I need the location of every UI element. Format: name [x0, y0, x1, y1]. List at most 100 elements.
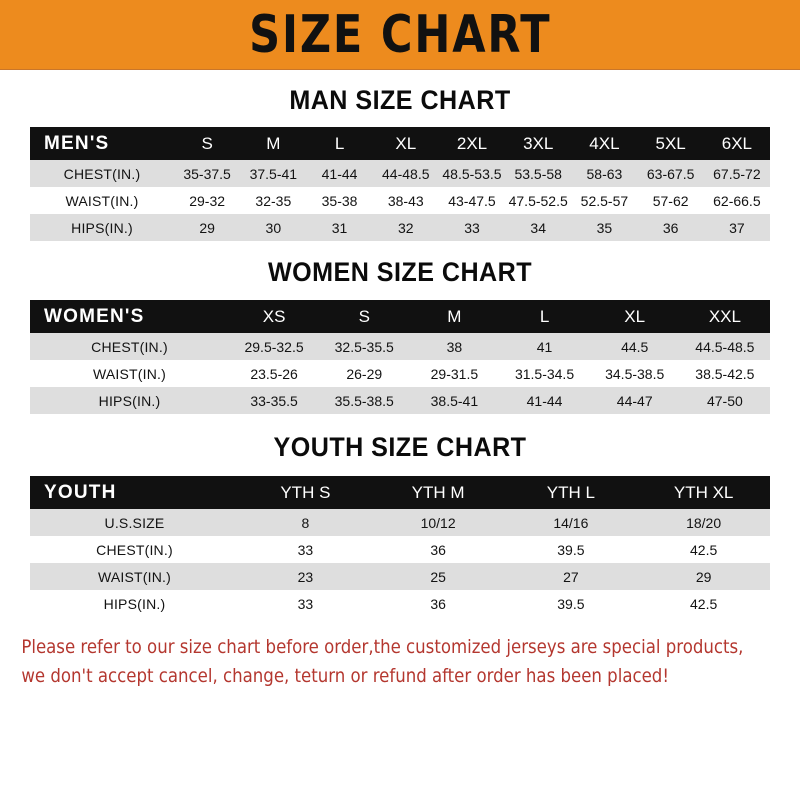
youth-cell: 10/12 [420, 514, 456, 531]
women-section-title: WOMEN SIZE CHART [267, 257, 533, 287]
man-cell: 43-47.5 [448, 192, 496, 209]
youth-cell: 36 [430, 595, 446, 612]
man-col-header: 5XL [655, 133, 686, 153]
women-cell: 38.5-42.5 [695, 365, 755, 382]
man-row-label: CHEST(IN.) [63, 165, 141, 182]
women-table-header-row: WOMEN'S XS S M L XL XXL [30, 300, 770, 333]
man-cell: 35-37.5 [183, 165, 231, 182]
women-cell: 29-31.5 [430, 365, 479, 382]
women-size-table-wrap: WOMEN'S XS S M L XL XXL CHEST(IN.) 29.5-… [30, 300, 770, 414]
youth-col-header: YTH XL [673, 482, 734, 502]
man-row-label: HIPS(IN.) [71, 219, 133, 236]
man-cell: 29 [199, 219, 215, 236]
man-cell: 31 [331, 219, 348, 236]
man-cell: 47.5-52.5 [508, 192, 568, 209]
size-chart-banner: SIZE CHART [0, 0, 800, 70]
women-cell: 41 [536, 338, 553, 355]
youth-size-table: YOUTH YTH S YTH M YTH L YTH XL U.S.SIZE … [30, 476, 770, 617]
man-cell: 37 [729, 219, 745, 236]
youth-cell: 39.5 [557, 541, 585, 558]
table-row: WAIST(IN.) 23 25 27 29 [30, 563, 770, 590]
youth-table-header-row: YOUTH YTH S YTH M YTH L YTH XL [30, 476, 770, 509]
man-cell: 58-63 [586, 165, 623, 182]
women-cell: 33-35.5 [250, 392, 298, 409]
youth-col-header: YTH L [546, 482, 595, 502]
youth-table-body: YOUTH YTH S YTH M YTH L YTH XL U.S.SIZE … [30, 476, 770, 617]
man-cell: 63-67.5 [646, 165, 695, 182]
youth-cell: 18/20 [686, 514, 722, 531]
man-col-header: S [201, 133, 213, 153]
table-row: HIPS(IN.) 33-35.5 35.5-38.5 38.5-41 41-4… [30, 387, 770, 414]
women-cell: 44.5 [621, 338, 649, 355]
women-cell: 31.5-34.5 [514, 365, 575, 382]
man-cell: 53.5-58 [514, 165, 562, 182]
women-cell: 34.5-38.5 [605, 365, 665, 382]
youth-cell: 33 [297, 595, 314, 612]
order-policy-note: Please refer to our size chart before or… [0, 633, 776, 691]
man-size-table-wrap: MEN'S S M L XL 2XL 3XL 4XL 5XL 6XL CHEST… [30, 127, 770, 241]
women-size-table: WOMEN'S XS S M L XL XXL CHEST(IN.) 29.5-… [30, 300, 770, 414]
women-corner-label: WOMEN'S [44, 305, 145, 327]
youth-cell: 25 [430, 568, 446, 585]
women-col-header: XL [624, 306, 646, 326]
youth-cell: 14/16 [553, 514, 589, 531]
man-cell: 52.5-57 [580, 192, 629, 209]
women-row-label: HIPS(IN.) [98, 392, 161, 409]
man-row-label: WAIST(IN.) [65, 192, 139, 209]
man-section-title: MAN SIZE CHART [289, 85, 511, 115]
youth-cell: 36 [430, 541, 446, 558]
man-cell: 48.5-53.5 [442, 165, 502, 182]
youth-section-title: YOUTH SIZE CHART [273, 432, 527, 462]
women-cell: 41-44 [526, 392, 563, 409]
man-cell: 35-38 [321, 192, 358, 209]
youth-cell: 29 [695, 568, 712, 585]
man-table-body: MEN'S S M L XL 2XL 3XL 4XL 5XL 6XL CHEST… [30, 127, 770, 241]
man-corner-label: MEN'S [44, 132, 110, 154]
man-cell: 32 [397, 219, 414, 236]
table-row: CHEST(IN.) 33 36 39.5 42.5 [30, 536, 770, 563]
table-row: WAIST(IN.) 23.5-26 26-29 29-31.5 31.5-34… [30, 360, 770, 387]
banner-title: SIZE CHART [248, 4, 552, 65]
youth-row-label: HIPS(IN.) [103, 595, 166, 612]
youth-cell: 33 [297, 541, 314, 558]
man-col-header: L [334, 133, 345, 153]
youth-row-label: WAIST(IN.) [97, 568, 172, 585]
women-col-header: XS [262, 306, 286, 326]
women-col-header: M [447, 306, 462, 326]
women-cell: 23.5-26 [250, 365, 298, 382]
man-col-header: M [266, 133, 281, 153]
man-col-header: XL [395, 133, 417, 153]
youth-cell: 8 [301, 514, 310, 531]
man-cell: 62-66.5 [713, 192, 761, 209]
women-col-header: XXL [708, 306, 741, 326]
youth-cell: 42.5 [690, 541, 718, 558]
youth-size-table-wrap: YOUTH YTH S YTH M YTH L YTH XL U.S.SIZE … [30, 476, 770, 617]
youth-cell: 39.5 [557, 595, 585, 612]
women-cell: 44.5-48.5 [695, 338, 755, 355]
man-cell: 41-44 [321, 165, 358, 182]
women-col-header: L [539, 306, 550, 326]
man-cell: 44-48.5 [382, 165, 430, 182]
youth-cell: 42.5 [690, 595, 718, 612]
women-row-label: WAIST(IN.) [92, 365, 167, 382]
man-table-header-row: MEN'S S M L XL 2XL 3XL 4XL 5XL 6XL [30, 127, 770, 160]
women-col-header: S [358, 306, 370, 326]
table-row: WAIST(IN.) 29-32 32-35 35-38 38-43 43-47… [30, 187, 770, 214]
man-cell: 34 [530, 219, 546, 236]
man-col-header: 2XL [456, 133, 488, 153]
man-cell: 37.5-41 [249, 165, 298, 182]
women-cell: 35.5-38.5 [334, 392, 394, 409]
youth-col-header: YTH M [411, 482, 465, 502]
man-cell: 30 [265, 219, 282, 236]
man-cell: 36 [662, 219, 679, 236]
man-cell: 35 [596, 219, 613, 236]
women-cell: 47-50 [706, 392, 743, 409]
youth-row-label: CHEST(IN.) [96, 541, 173, 558]
women-cell: 26-29 [346, 365, 383, 382]
man-cell: 57-62 [652, 192, 689, 209]
table-row: HIPS(IN.) 33 36 39.5 42.5 [30, 590, 770, 617]
table-row: CHEST(IN.) 35-37.5 37.5-41 41-44 44-48.5… [30, 160, 770, 187]
women-cell: 32.5-35.5 [334, 338, 394, 355]
women-cell: 44-47 [616, 392, 653, 409]
table-row: HIPS(IN.) 29 30 31 32 33 34 35 36 37 [30, 214, 770, 241]
